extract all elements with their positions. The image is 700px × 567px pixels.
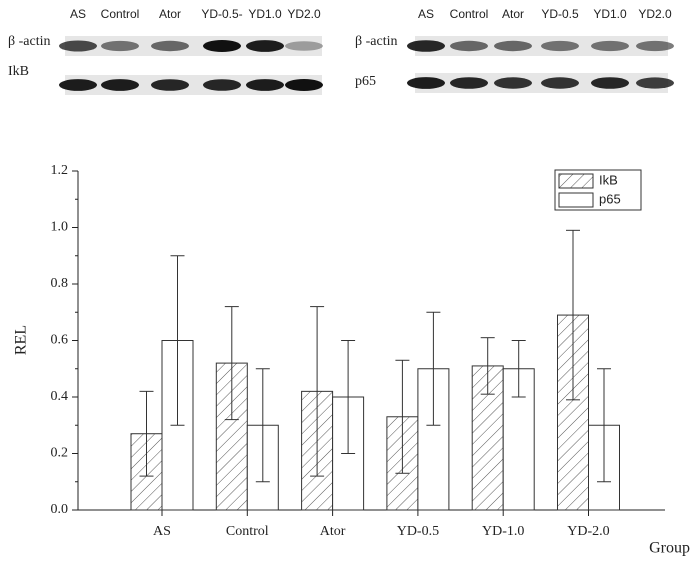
blot-band: [151, 79, 189, 91]
blot-band: [407, 77, 445, 89]
lane-label: Ator: [502, 7, 524, 21]
blot-band: [59, 79, 97, 91]
lane-label: Control: [450, 7, 489, 21]
lane-label: YD1.0: [593, 7, 627, 21]
y-tick-label: 1.0: [51, 220, 69, 235]
blot-band: [151, 40, 189, 52]
error-bar: [139, 390, 154, 477]
error-bar: [310, 306, 325, 477]
lane-label: AS: [70, 7, 86, 21]
x-tick-label: Control: [226, 524, 269, 539]
legend-swatch: [558, 173, 594, 189]
error-bar: [395, 359, 410, 474]
blot-band: [101, 79, 139, 91]
legend-swatch: [558, 192, 594, 208]
lane-label: AS: [418, 7, 434, 21]
y-tick-label: 0.8: [51, 276, 69, 291]
y-axis-label: REL: [13, 325, 30, 355]
error-bar: [426, 311, 441, 426]
row-label: p65: [355, 74, 376, 89]
blot-band: [246, 40, 284, 52]
blot-band: [450, 40, 488, 52]
lane-label: Ator: [159, 7, 181, 21]
lane-label: YD-0.5: [541, 7, 579, 21]
lane-label: YD-0.5-: [201, 7, 242, 21]
blot-band: [246, 79, 284, 91]
error-bar: [511, 340, 526, 398]
blot-band: [203, 40, 241, 52]
blot-band: [636, 77, 674, 89]
x-tick-label: YD-1.0: [482, 524, 524, 539]
x-tick-label: AS: [153, 524, 171, 539]
blot-band: [591, 77, 629, 89]
legend-label: IkB: [599, 172, 618, 187]
row-label: β -actin: [8, 34, 51, 49]
y-tick-label: 0.4: [51, 389, 69, 404]
blot-band: [450, 77, 488, 89]
row-label: IkB: [8, 64, 29, 79]
blot-band: [407, 40, 445, 52]
error-bar: [255, 368, 270, 483]
blot-band: [101, 40, 139, 52]
blot-band: [591, 40, 629, 52]
blot-band: [494, 77, 532, 89]
x-tick-label: YD-2.0: [567, 524, 609, 539]
y-tick-label: 0.6: [51, 333, 69, 348]
error-bar: [170, 255, 185, 426]
blot-band: [285, 79, 323, 91]
lane-label: YD1.0: [248, 7, 282, 21]
y-tick-label: 1.2: [51, 163, 69, 178]
error-bar: [224, 306, 239, 421]
blot-band: [285, 41, 323, 51]
row-label: β -actin: [355, 34, 398, 49]
error-bar: [341, 340, 356, 454]
y-tick-label: 0.0: [51, 502, 69, 517]
lane-label: YD2.0: [287, 7, 321, 21]
y-tick-label: 0.2: [51, 446, 69, 461]
blot-band: [59, 40, 97, 52]
blot-band: [541, 77, 579, 89]
error-bar: [480, 337, 495, 395]
blot-band: [541, 40, 579, 52]
blot-band: [636, 40, 674, 52]
blot-band: [203, 79, 241, 91]
error-bar: [566, 229, 580, 401]
error-bar: [597, 368, 611, 483]
legend-label: p65: [599, 191, 621, 206]
blot-band: [494, 40, 532, 52]
x-axis-label: Group: [649, 540, 690, 557]
x-tick-label: Ator: [320, 524, 346, 539]
lane-label: Control: [101, 7, 140, 21]
lane-label: YD2.0: [638, 7, 672, 21]
x-tick-label: YD-0.5: [397, 524, 439, 539]
